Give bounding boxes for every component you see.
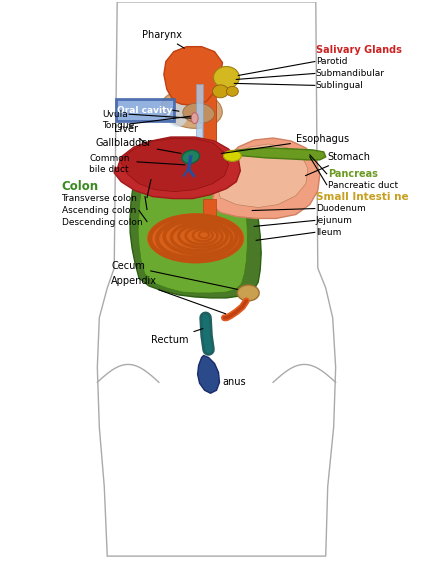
Text: Descending colon: Descending colon [61,218,142,227]
Polygon shape [114,137,240,199]
Text: Liver: Liver [114,124,149,145]
Bar [203,199,216,228]
Polygon shape [164,47,223,105]
Ellipse shape [183,103,214,123]
Text: Esophagus: Esophagus [221,134,349,153]
Ellipse shape [182,150,200,164]
Text: Gallbladder: Gallbladder [95,138,181,153]
Polygon shape [219,144,308,207]
Text: Common
bile duct: Common bile duct [89,154,130,174]
Text: Tongue: Tongue [102,120,135,130]
Text: Ascending colon: Ascending colon [61,206,136,215]
Ellipse shape [166,99,188,127]
Polygon shape [130,169,261,298]
Ellipse shape [226,86,238,97]
Ellipse shape [191,112,198,124]
Bar [203,94,216,219]
Ellipse shape [213,66,239,89]
Polygon shape [213,138,320,219]
Polygon shape [197,356,220,393]
Ellipse shape [147,214,244,263]
Text: Duodenum: Duodenum [316,204,365,213]
Text: Transverse colon: Transverse colon [61,194,137,203]
Text: Rectum: Rectum [151,328,203,345]
Ellipse shape [223,151,241,161]
Text: Colon: Colon [61,180,99,193]
Text: Submandibular: Submandibular [316,69,385,78]
Ellipse shape [237,285,259,301]
Text: Jejunum: Jejunum [316,216,352,225]
Text: Parotid: Parotid [316,57,347,66]
Text: Sublingual: Sublingual [316,81,364,90]
Text: Salivary Glands: Salivary Glands [316,45,402,55]
Ellipse shape [213,85,229,98]
FancyBboxPatch shape [116,99,174,121]
Text: Pharynx: Pharynx [142,30,184,48]
Text: Stomach: Stomach [305,152,371,176]
Text: Small Intesti ne: Small Intesti ne [316,191,408,202]
Ellipse shape [161,90,222,128]
Text: Ileum: Ileum [316,228,341,237]
Text: Oral cavity: Oral cavity [117,106,173,115]
Text: Pancreas: Pancreas [328,169,378,179]
Text: Pancreatic duct: Pancreatic duct [328,181,398,190]
Polygon shape [224,148,326,160]
Text: Appendix: Appendix [111,276,226,314]
Text: anus: anus [223,377,246,387]
Text: Cecum: Cecum [111,261,238,289]
Bar [196,85,203,174]
Polygon shape [138,169,247,293]
Polygon shape [203,102,216,219]
Polygon shape [121,138,229,191]
Text: Uvula: Uvula [102,110,128,119]
